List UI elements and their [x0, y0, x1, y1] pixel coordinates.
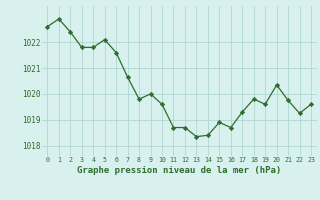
X-axis label: Graphe pression niveau de la mer (hPa): Graphe pression niveau de la mer (hPa): [77, 166, 281, 175]
